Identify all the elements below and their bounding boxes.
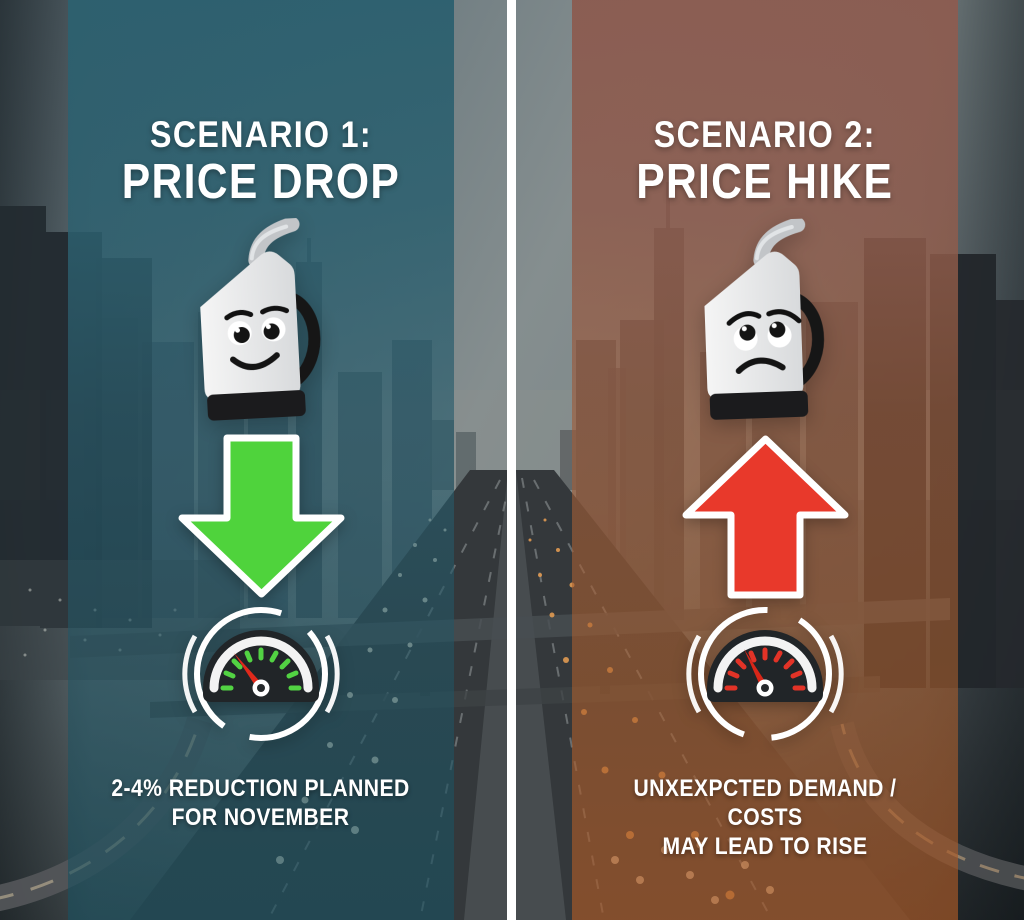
scenario-2-caption-line1: UNXEXPCTED DEMAND / COSTS	[633, 775, 897, 831]
scenario-1-title-line2: PRICE DROP	[121, 155, 401, 209]
sad-face	[726, 309, 802, 374]
scenario-1-title: SCENARIO 1: PRICE DROP	[122, 114, 400, 208]
panel-divider	[507, 0, 516, 920]
scenario-1-caption-line2: FOR NOVEMBER	[172, 804, 350, 831]
gauge-ticks	[724, 647, 806, 691]
gauge-outer-ring	[182, 607, 340, 741]
scenario-2-title-line2: PRICE HIKE	[636, 155, 894, 209]
scenario-2-title-line1: SCENARIO 2:	[654, 114, 876, 155]
nozzle-base	[709, 390, 809, 420]
gauge-needle	[234, 653, 264, 690]
down-arrow-shape	[178, 434, 344, 598]
price-gauge-icon	[182, 607, 340, 741]
scenario-2-panel: SCENARIO 2: PRICE HIKE	[572, 0, 958, 920]
nozzle-body	[200, 251, 301, 400]
price-up-arrow-icon	[682, 435, 848, 599]
gauge-outer-ring	[686, 607, 844, 741]
price-down-arrow-icon	[178, 434, 344, 598]
gauge-dial-arc	[713, 636, 817, 693]
nozzle-body	[704, 251, 804, 399]
fuel-nozzle-sad-icon	[704, 217, 825, 420]
up-arrow-shape	[682, 435, 848, 599]
gauge-ticks	[220, 647, 302, 691]
scenario-2-caption: UNXEXPCTED DEMAND / COSTS MAY LEAD TO RI…	[595, 774, 935, 861]
scenario-1-caption-line1: 2-4% REDUCTION PLANNED	[111, 775, 411, 802]
gauge-needle	[744, 649, 768, 690]
scenario-1-caption: 2-4% REDUCTION PLANNED FOR NOVEMBER	[112, 774, 410, 832]
fuel-nozzle-happy-icon	[200, 216, 321, 421]
scenario-1-title-line1: SCENARIO 1:	[150, 114, 372, 155]
price-gauge-icon	[686, 607, 844, 741]
happy-face	[224, 305, 290, 370]
nozzle-base	[207, 390, 306, 421]
scenario-2-caption-line2: MAY LEAD TO RISE	[662, 833, 868, 860]
scenario-2-title: SCENARIO 2: PRICE HIKE	[636, 114, 893, 208]
scenario-1-panel: SCENARIO 1: PRICE DROP	[68, 0, 454, 920]
gauge-dial-arc	[209, 636, 313, 693]
